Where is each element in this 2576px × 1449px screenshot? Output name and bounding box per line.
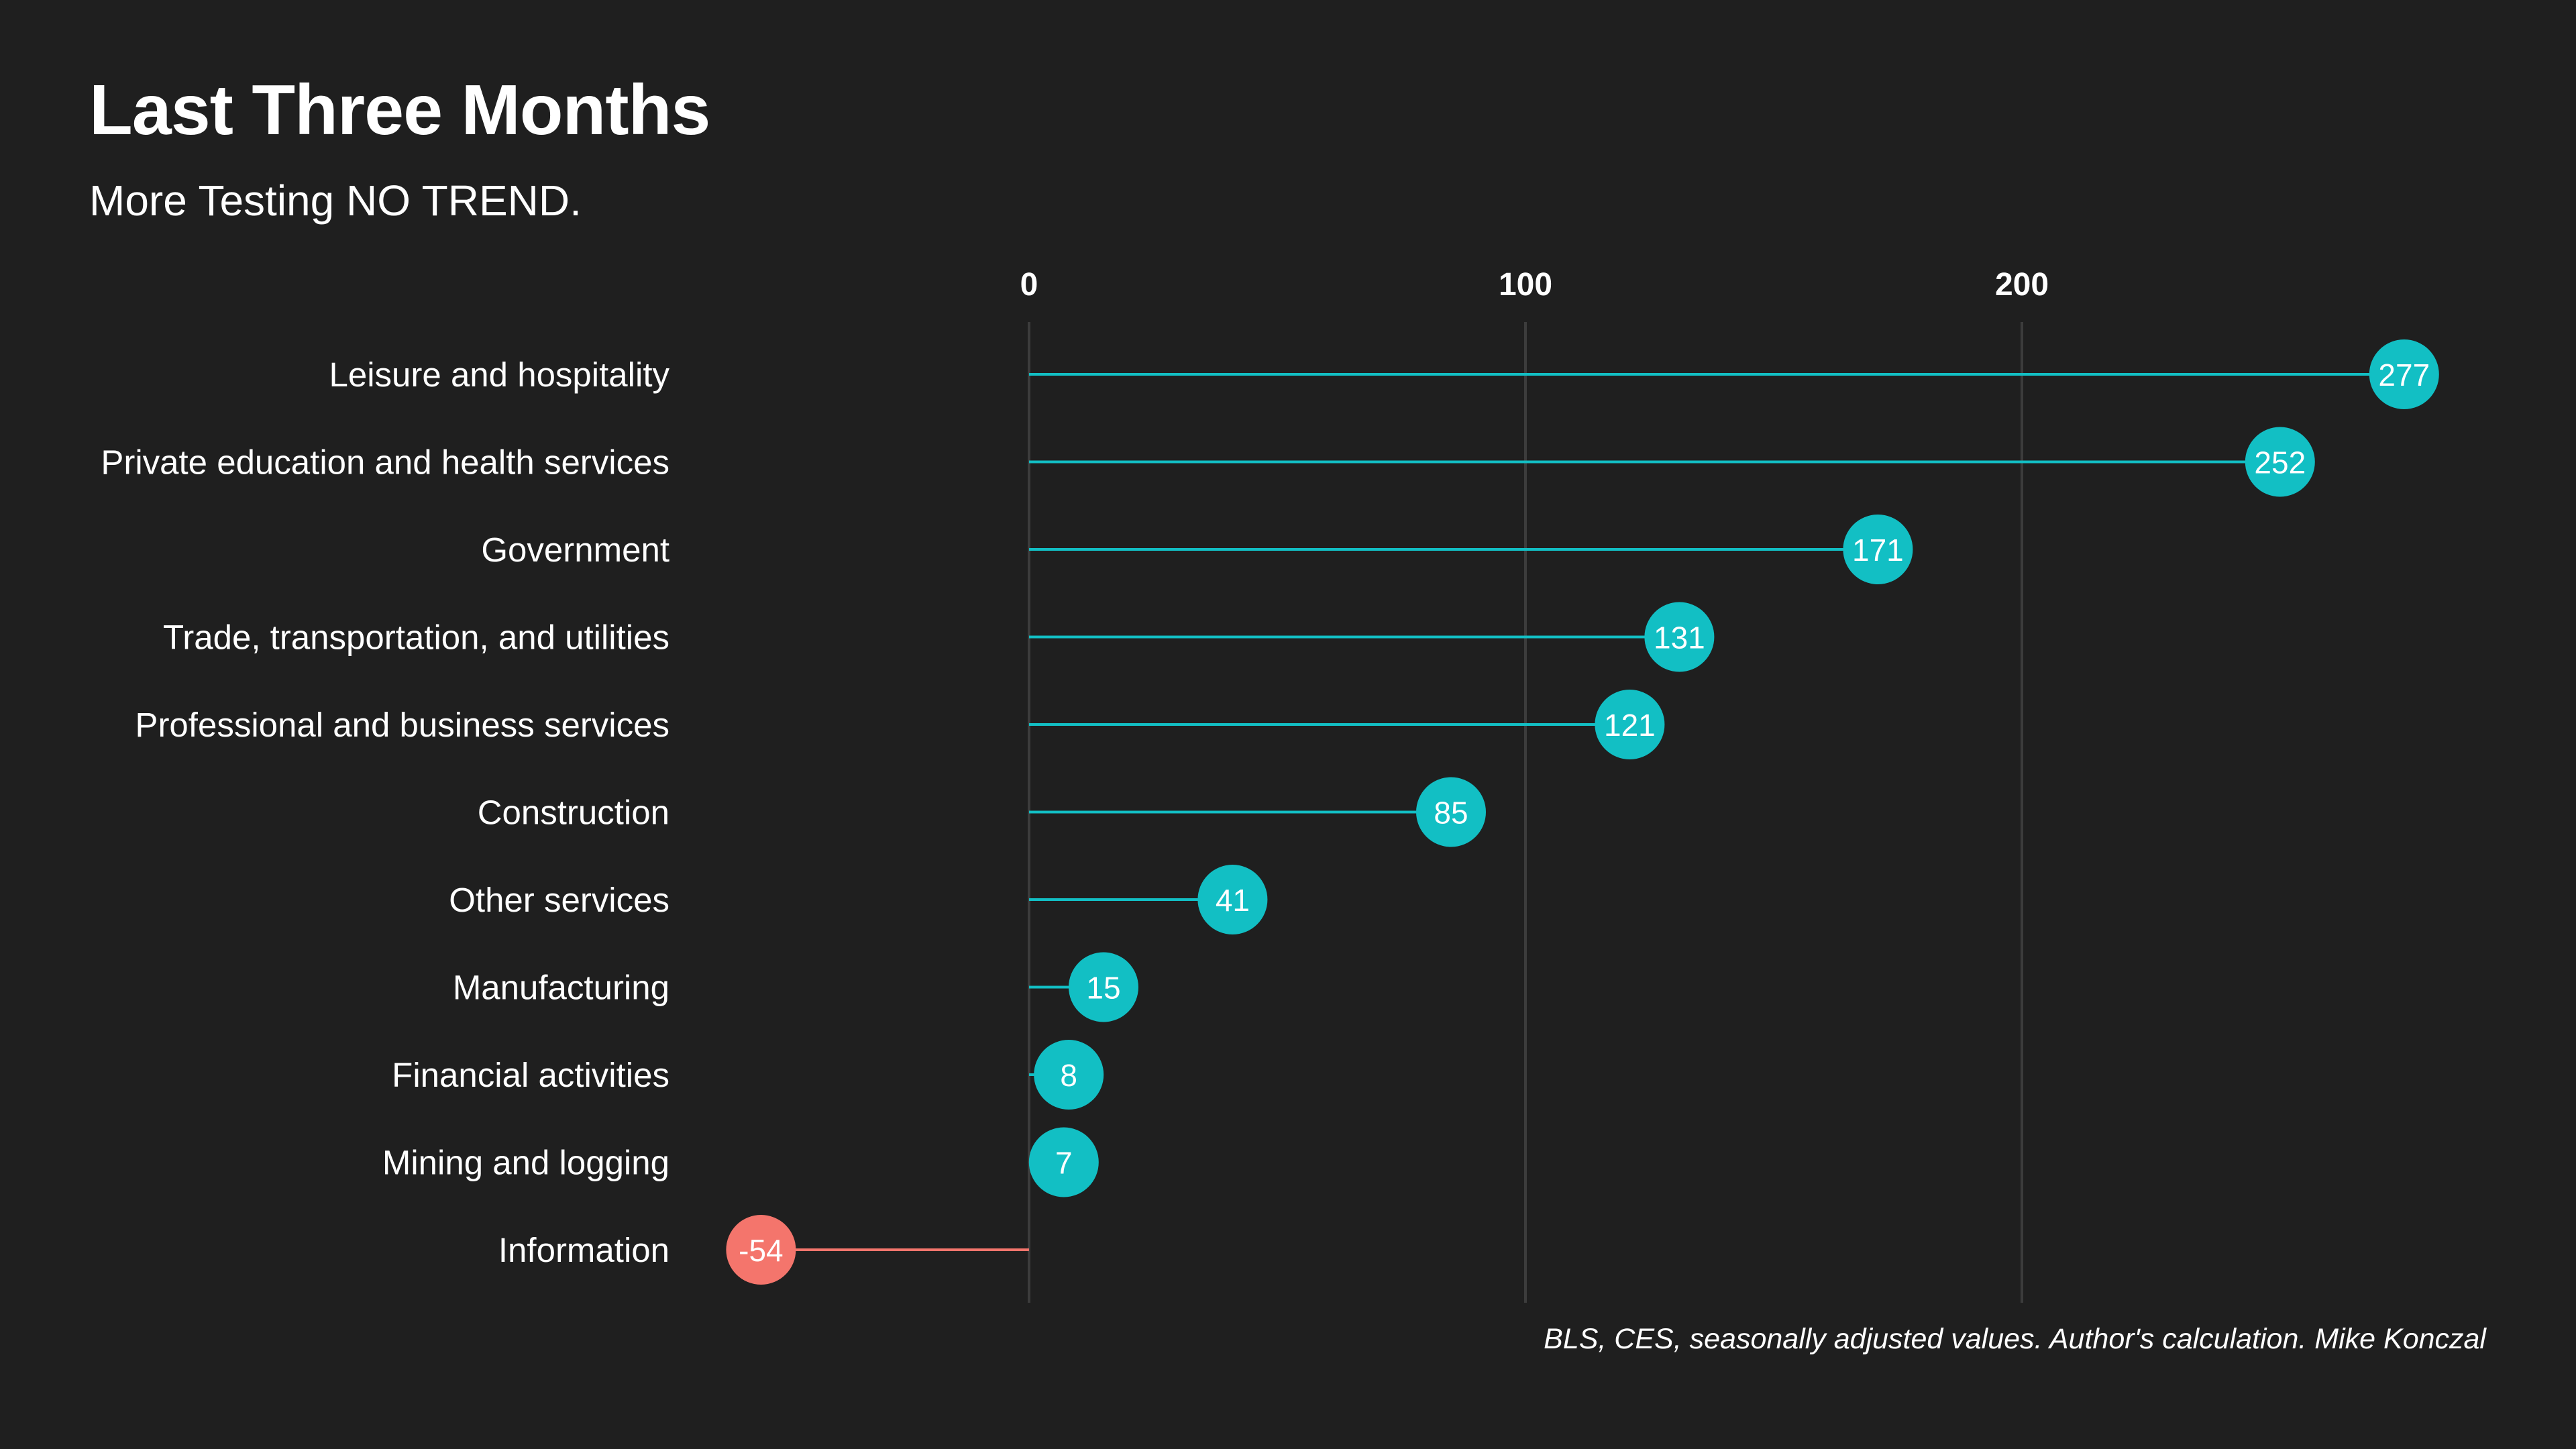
lollipop-point xyxy=(2369,339,2439,409)
lollipop-point xyxy=(1069,952,1138,1022)
x-tick-label: 200 xyxy=(1995,267,2049,303)
data-label: 171 xyxy=(1852,533,1904,568)
data-label: 8 xyxy=(1060,1058,1077,1093)
lollipop-point xyxy=(1644,602,1715,672)
category-label: Financial activities xyxy=(392,1056,669,1094)
category-label: Government xyxy=(481,531,669,569)
lollipop-point xyxy=(1028,1127,1099,1197)
data-label: 277 xyxy=(2378,358,2430,392)
lollipop-point xyxy=(726,1215,796,1285)
category-label: Manufacturing xyxy=(453,969,669,1007)
category-label: Information xyxy=(498,1231,669,1269)
category-label: Private education and health services xyxy=(101,443,669,482)
x-tick-label: 100 xyxy=(1499,267,1552,303)
category-label: Mining and logging xyxy=(382,1144,669,1182)
lollipop-point xyxy=(1034,1040,1104,1110)
category-label: Construction xyxy=(478,794,669,832)
chart-title: Last Three Months xyxy=(89,70,710,150)
data-label: 41 xyxy=(1216,883,1250,918)
category-label: Other services xyxy=(449,881,669,919)
data-label: 252 xyxy=(2254,445,2306,480)
data-label: -54 xyxy=(739,1233,783,1268)
category-label: Trade, transportation, and utilities xyxy=(163,619,669,657)
category-label: Leisure and hospitality xyxy=(329,356,670,394)
chart-subtitle: More Testing NO TREND. xyxy=(89,176,582,225)
lollipop-point xyxy=(1843,515,1913,584)
x-tick-label: 0 xyxy=(1020,267,1038,303)
data-label: 85 xyxy=(1434,796,1468,830)
lollipop-point xyxy=(2245,427,2315,497)
data-label: 15 xyxy=(1086,971,1120,1006)
data-label: 7 xyxy=(1055,1146,1073,1181)
source-note: BLS, CES, seasonally adjusted values. Au… xyxy=(1544,1323,2486,1355)
category-label: Professional and business services xyxy=(135,706,669,744)
lollipop-point xyxy=(1595,690,1665,759)
data-label: 131 xyxy=(1654,621,1705,655)
lollipop-point xyxy=(1197,865,1268,934)
lollipop-point xyxy=(1416,777,1486,847)
data-label: 121 xyxy=(1604,708,1656,743)
